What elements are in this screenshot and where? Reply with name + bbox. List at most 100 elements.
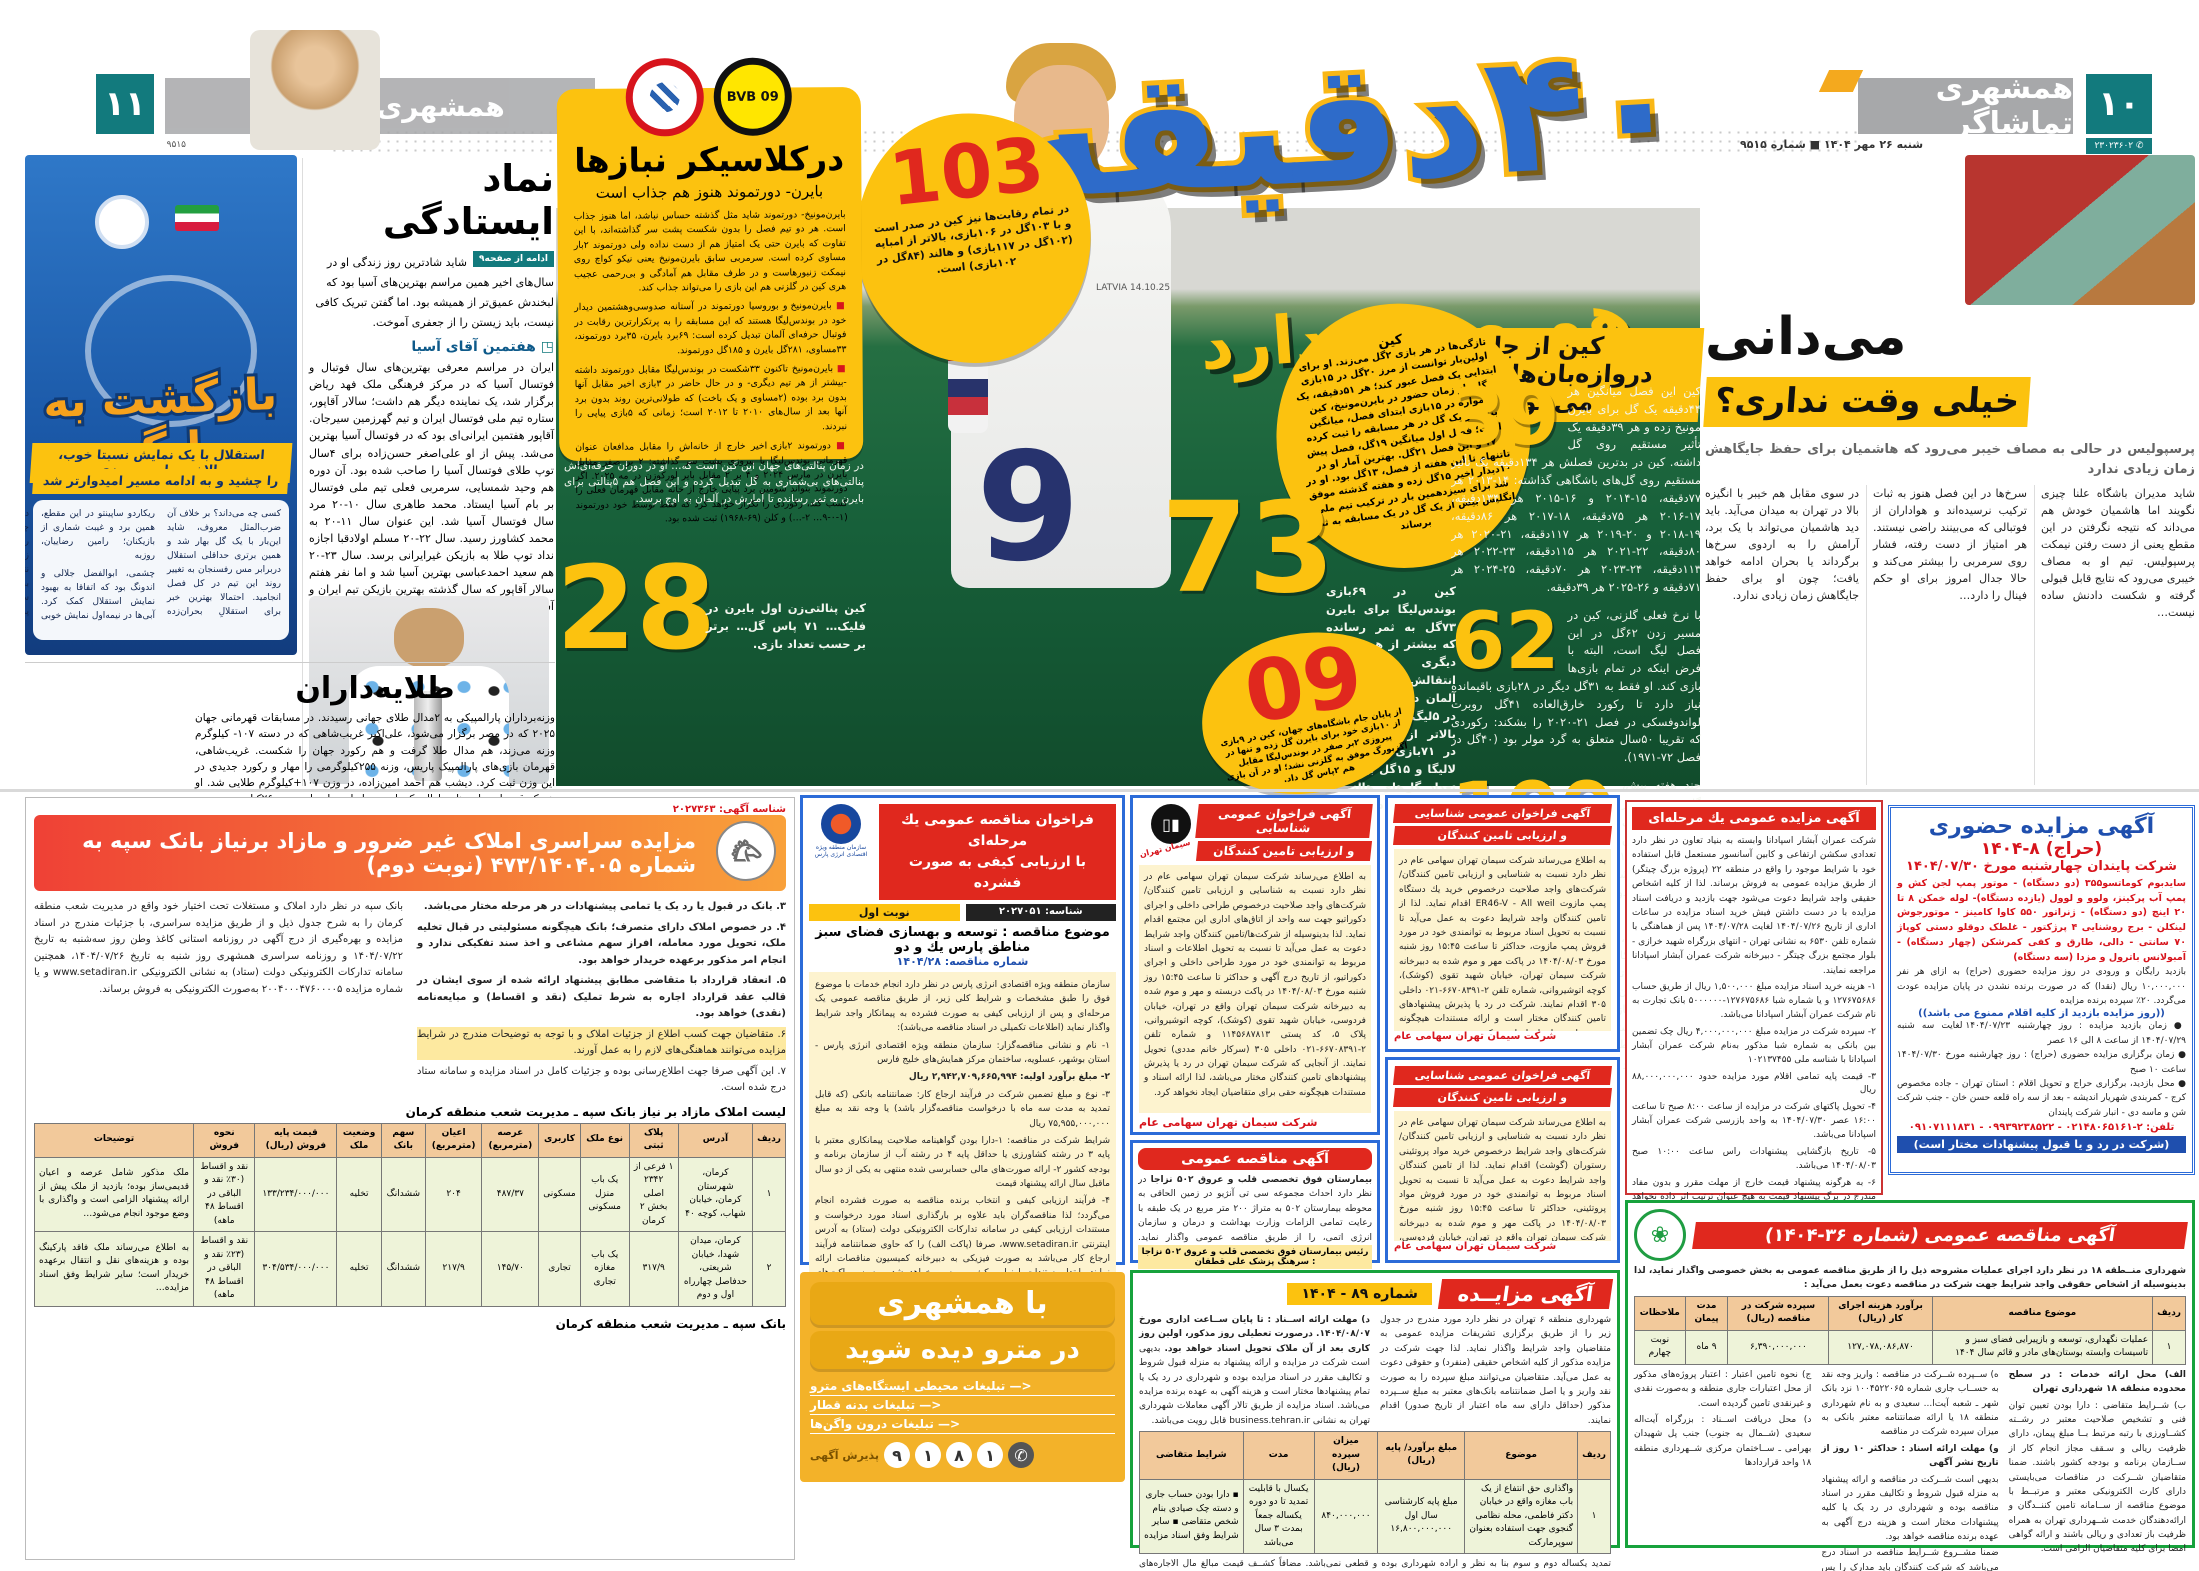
standing-body: ایران در مراسم معرفی بهترین‌های سال فوتب… bbox=[309, 361, 555, 613]
region18-p2: ب) شــرایط متقاضی : دارا بودن تعیین توان… bbox=[2008, 1400, 2186, 1555]
payandan-b2: ● زمان برگزاری مزایده حضوری (حراج) : روز… bbox=[1897, 1050, 2186, 1075]
pars-id: شناسه: ۲۰۲۷۰۵۱ bbox=[965, 904, 1116, 921]
payandan-h2: (حراج) ۸-۱۴۰۴ bbox=[1980, 839, 2103, 859]
col-header: ردیف bbox=[752, 1122, 786, 1158]
tehran-municipality-logo-icon: ❀ bbox=[1634, 1209, 1686, 1261]
pars-turn: نوبت اول bbox=[809, 904, 960, 921]
standing-title: نماد ایستادگی bbox=[382, 157, 554, 243]
region18-p6: ضمنا مشــروع شــرایط مناقصه در اسناد درج… bbox=[1821, 1548, 1999, 1571]
esteghlal-col1: کسی چه می‌داند؟ بر خلاف آن ضرب‌المثل معر… bbox=[41, 509, 281, 617]
sepah-ad-title: مزایده سراسری املاک غیر ضرور و مازاد برن… bbox=[34, 815, 786, 891]
region18-header: آگهی مناقصه عمومی (شماره ۳۶-۱۴۰۴) bbox=[1692, 1221, 2188, 1249]
sepah-notes: ۳. بانک در قبول یا رد یک یا تمامی پیشنها… bbox=[417, 901, 786, 1093]
perspolis-photo bbox=[1965, 155, 2195, 305]
stat-28-number: 28 bbox=[556, 542, 717, 676]
section-divider bbox=[0, 789, 2199, 792]
esteghlal-block: بازگشت به لیگ استقلال با یک نمایش نسبتا … bbox=[25, 155, 297, 655]
col-header: قیمت پایه فروش (ریال) bbox=[254, 1122, 338, 1158]
cement2-body: به اطلاع می‌رساند شرکت سیمان تهران سهامی… bbox=[1394, 849, 1611, 1031]
issue-left: ۹۵۱۵ bbox=[166, 140, 186, 150]
region18-p1: الف) محل ارائه خدمات : در سطح محدوده منط… bbox=[2008, 1369, 2186, 1395]
classic-subtitle: بایرن- دورتموند هنوز هم جذاب است bbox=[595, 182, 824, 202]
region18-p7: ج) نحوه تامین اعتبار : اعتبار پروژه‌های … bbox=[1634, 1369, 1812, 1409]
perspolis-body: شاید مدیران باشگاه علنا چیزی نگویند اما … bbox=[1705, 485, 2195, 785]
cement1-h1: آگهی فراخوان عمومی شناسایی bbox=[1195, 804, 1373, 838]
sepah-table: ردیف آدرس پلاک ثبتی نوع ملک کاربری عرصه … bbox=[34, 1122, 786, 1307]
stat-73-number: 73 bbox=[1161, 476, 1335, 621]
sepah-ad-id: شناسه آگهی: ۲۰۲۷۳۶۳ bbox=[672, 804, 786, 815]
phone-icon: ✆ bbox=[2136, 141, 2144, 151]
bvb-logo-icon: BVB 09 bbox=[713, 57, 793, 136]
esteghlal-crest-icon bbox=[95, 195, 149, 249]
page-number-left: ۱۱ bbox=[96, 74, 154, 134]
stat-103-number: 103 bbox=[885, 121, 1048, 224]
classic-bullet: ■ دورتموند ۲بازی اخیر خارج از خانه‌اش را… bbox=[575, 440, 848, 525]
region6-table: ردیف موضوع مبلغ برآورد/ پایه (ریال) میزان س… bbox=[1139, 1431, 1611, 1555]
payandan-bold: ((روز مزایده بازدید از کلیه اقلام ممنوع … bbox=[1918, 1008, 2165, 1020]
esteghlal-sub2-wrap: را چشید و به ادامه مسیر امیدوارتر شد bbox=[31, 469, 291, 494]
col-header: اعیان (مترمربع) bbox=[424, 1122, 483, 1158]
omran-ad: آگهی مزایده عمومی یك مرحله‌ای شرکت عمران… bbox=[1625, 800, 1883, 1233]
omran-header: آگهی مزایده عمومی یك مرحله‌ای bbox=[1632, 807, 1876, 830]
header-player-photo bbox=[250, 30, 380, 150]
cement1-h2: و ارزیابی تامین کنندگان bbox=[1195, 841, 1373, 861]
payandan-h1: آگهی مزایده حضوری bbox=[1928, 814, 2155, 839]
region6-ad: آگهی مزایــده شماره ۸۹ - ۱۴۰۴ شهرداری من… bbox=[1130, 1270, 1620, 1569]
sepah-ad: شناسه آگهی: ۲۰۲۷۳۶۳ مزایده سراسری املاک … bbox=[25, 797, 795, 1560]
table-row: ۱ واگذاری حق انتفاع از یک باب مغازه واقع … bbox=[1139, 1478, 1611, 1555]
sepah-list-title: لیست املاک مازاد بر نیاز بانک سپه ـ مدیر… bbox=[405, 1104, 786, 1119]
standing-subhead: ◳ هفتمین آقای آسیا bbox=[411, 339, 554, 356]
region18-p4: و) مهلت ارائه اسناد : حداکثر ۱۰ روز از ت… bbox=[1821, 1443, 1999, 1469]
hospital-header: آگهی مناقصه عمومی bbox=[1138, 1148, 1372, 1170]
perspolis-title-1: می‌دانی bbox=[1705, 307, 1907, 367]
perspolis-col: سرخ‌ها در این فصل هنوز به ثبات ترکیب نرس… bbox=[1873, 487, 2027, 603]
perspolis-subhead: پرسپولیس در حالی به مصاف خیبر می‌رود که … bbox=[1705, 442, 2195, 478]
esteghlal-sub2: را چشید و به ادامه مسیر امیدوارتر شد bbox=[32, 469, 290, 494]
trophy-icon bbox=[414, 691, 442, 781]
classic-intro: بایرن‌مونیخ- دورتموند شاید مثل گذشته حسا… bbox=[573, 209, 847, 294]
brand-logo-left: همشهری تماشاگر bbox=[165, 78, 595, 134]
cement3-h2: و ارزیابی تامین کنندگان bbox=[1393, 1088, 1612, 1107]
cement3-footer: شرکت سیمان تهران سهامی عام bbox=[1394, 1241, 1557, 1252]
pioneers-title: طلایه‌داران bbox=[295, 671, 455, 706]
perspolis-col: در سوی مقابل هم خیبر با انگیزه بالا در ت… bbox=[1705, 487, 1859, 603]
cement2-footer: شرکت سیمان تهران سهامی عام bbox=[1394, 1031, 1557, 1042]
payandan-b1: ● زمان بازدید مزایده : روز چهارشنبه ۱۴۰۴… bbox=[1897, 1021, 2186, 1046]
metro-ad[interactable]: با همشهری در مترو دیده شوید <— تبلیغات م… bbox=[800, 1272, 1125, 1482]
region6-number: شماره ۸۹ - ۱۴۰۴ bbox=[1287, 1283, 1432, 1305]
standing-column: نماد ایستادگی ادامه از صفحه۹ شاید شادتری… bbox=[302, 157, 555, 786]
classic-bullet: ■ بایرن‌مونیخ و بوروسیا دورتموند در آستا… bbox=[574, 300, 847, 356]
omran-items: ۱- هزینه خرید اسناد مزایده مبلغ ۱,۵۰۰,۰۰… bbox=[1632, 981, 1876, 1233]
stat-number: 39 bbox=[1451, 383, 1560, 463]
date-line: شنبه ۲۶ مهر ۱۴۰۴ ■ شماره ۹۵۱۵ bbox=[1740, 138, 1924, 151]
perspolis-title-2-wrap: خیلی وقت نداری؟ bbox=[1703, 377, 2195, 427]
esteghlal-textbox: کسی چه می‌داند؟ بر خلاف آن ضرب‌المثل معر… bbox=[25, 500, 289, 640]
region18-table: ردیف موضوع مناقصه برآورد هزینه اجرای کار (… bbox=[1634, 1295, 2186, 1365]
region6-terms: بدیهی است شرکت در مزایده و ارائه پیشنهاد… bbox=[1139, 1343, 1370, 1426]
classic-bullet: ■ بایرن‌مونیخ تاکنون ۳۳شکست در بوندس‌لیگ… bbox=[574, 363, 848, 432]
payandan-h3: شرکت پایندان چهارشنبه مورخ ۱۴۰۴/۰۷/۳۰ bbox=[1906, 859, 2177, 874]
phone-number: ۲۳۰۲۳۶۰۲ bbox=[2094, 141, 2134, 151]
sepah-logo-icon: 𐂃 bbox=[716, 821, 776, 881]
sepah-intro: بانک سپه در نظر دارد املاک و مستغلات تحت… bbox=[34, 901, 403, 995]
payandan-footer: (شرکت در رد و یا قبول پیشنهادات مختار اس… bbox=[1897, 1136, 2186, 1154]
cement-ad-3: آگهی فراخوان عمومی شناسایی و ارزیابی تام… bbox=[1385, 1057, 1620, 1263]
stat-number: 62 bbox=[1451, 606, 1560, 687]
phone-icon: ✆ bbox=[1008, 1442, 1035, 1468]
sepah-footer: بانک سپه ـ مدیریت شعب منطقه کرمان bbox=[555, 1316, 786, 1331]
digit-circle: ۱ bbox=[977, 1442, 1004, 1468]
phone-badge: ✆ ۲۳۰۲۳۶۰۲ bbox=[2086, 138, 2152, 154]
pars-body: سازمان منطقه ویژه اقتصادی انرژی پارس در … bbox=[809, 972, 1116, 1314]
brand-logo: همشهری تماشاگر bbox=[1858, 71, 2073, 141]
pars-subject2: مناطق پارس یك و دو bbox=[894, 940, 1031, 955]
jersey-number: 9 bbox=[976, 421, 1081, 595]
payandan-body: بازدید رایگان و ورودی در روز مزایده حضور… bbox=[1897, 967, 2186, 1007]
classic-box: BVB 09 درکلاسیکر نبازها بایرن- دورتموند … bbox=[556, 57, 864, 524]
region18-p8: د) محل دریافت اســناد : بزرگراه آیت‌اله … bbox=[1634, 1414, 1812, 1469]
metro-line2: در مترو دیده شوید bbox=[810, 1331, 1115, 1369]
col-header: توضیحات bbox=[34, 1122, 194, 1158]
classic-title: درکلاسیکر نبازها bbox=[574, 139, 845, 180]
cement1-footer: شرکت سیمان تهران سهامی عام bbox=[1139, 1116, 1318, 1129]
cement-ad-1: آگهی فراخوان عمومی شناسایی و ارزیابی تام… bbox=[1130, 795, 1380, 1135]
